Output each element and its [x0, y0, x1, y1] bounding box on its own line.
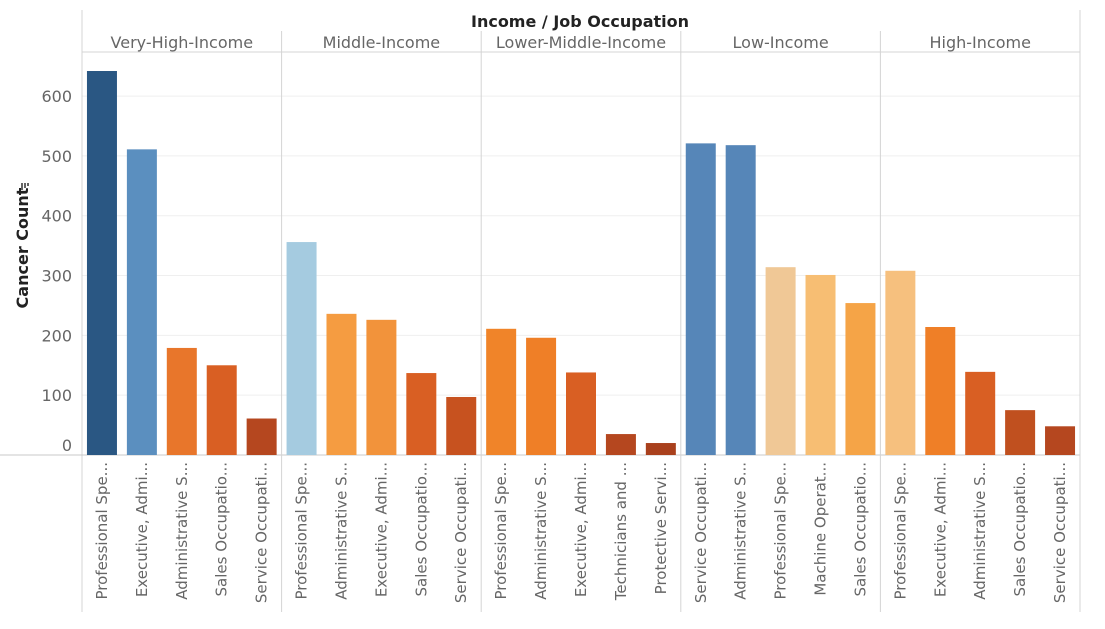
y-tick-label: 100: [41, 386, 72, 405]
x-tick-label: Executive, Admi...: [931, 462, 949, 597]
bar[interactable]: [526, 337, 557, 455]
bar[interactable]: [685, 143, 716, 455]
bar[interactable]: [126, 149, 157, 455]
panel-header: Very-High-Income: [111, 33, 254, 52]
bar[interactable]: [805, 274, 836, 455]
bar[interactable]: [605, 434, 636, 455]
bar[interactable]: [326, 313, 357, 455]
bar[interactable]: [645, 443, 676, 455]
bar[interactable]: [446, 396, 477, 455]
y-tick-label: 200: [41, 326, 72, 345]
x-tick-label: Professional Spe...: [293, 462, 311, 600]
bar[interactable]: [246, 418, 277, 455]
x-tick-label: Executive, Admi...: [572, 462, 590, 597]
bar[interactable]: [166, 347, 197, 455]
bar[interactable]: [765, 267, 796, 455]
x-tick-label: Protective Servi...: [652, 462, 670, 594]
bar[interactable]: [725, 145, 756, 456]
x-tick-label: Administrative S...: [732, 462, 750, 600]
x-tick-label: Service Occupati...: [692, 462, 710, 603]
x-tick-label: Professional Spe...: [772, 462, 790, 600]
x-tick-label: Administrative S...: [332, 462, 350, 600]
bar[interactable]: [1005, 410, 1036, 455]
x-tick-label: Professional Spe...: [891, 462, 909, 600]
bar[interactable]: [206, 365, 237, 455]
bar[interactable]: [366, 319, 397, 455]
sort-descending-icon[interactable]: [21, 183, 29, 190]
bar[interactable]: [845, 303, 876, 455]
x-tick-label: Administrative S...: [971, 462, 989, 600]
panel-header: High-Income: [929, 33, 1030, 52]
x-tick-label: Service Occupati...: [253, 462, 271, 603]
x-tick-label: Service Occupati...: [1051, 462, 1069, 603]
y-tick-label: 300: [41, 267, 72, 286]
bar[interactable]: [965, 371, 996, 455]
bar[interactable]: [566, 372, 596, 455]
y-tick-label: 600: [41, 87, 72, 106]
bar[interactable]: [406, 373, 437, 455]
x-tick-label: Professional Spe...: [492, 462, 510, 600]
x-tick-label: Service Occupati...: [452, 462, 470, 603]
x-tick-label: Sales Occupatio...: [213, 462, 231, 596]
bar[interactable]: [885, 270, 916, 455]
bar[interactable]: [86, 71, 117, 455]
x-tick-label: Executive, Admi...: [133, 462, 151, 597]
bar[interactable]: [925, 327, 956, 455]
x-tick-label: Administrative S...: [173, 462, 191, 600]
panel-header: Low-Income: [733, 33, 829, 52]
bar[interactable]: [286, 242, 317, 455]
panel-header: Lower-Middle-Income: [496, 33, 666, 52]
y-tick-label: 400: [41, 207, 72, 226]
x-tick-label: Sales Occupatio...: [412, 462, 430, 596]
panel-header: Middle-Income: [323, 33, 441, 52]
bar[interactable]: [486, 328, 517, 455]
x-tick-label: Administrative S...: [532, 462, 550, 600]
x-tick-label: Sales Occupatio...: [1011, 462, 1029, 596]
x-tick-label: Machine Operat...: [812, 462, 830, 596]
x-tick-label: Executive, Admi...: [372, 462, 390, 597]
x-tick-label: Technicians and ...: [612, 462, 630, 601]
chart-title: Income / Job Occupation: [471, 12, 689, 31]
y-axis-label: Cancer Count: [13, 187, 32, 308]
y-tick-label: 500: [41, 147, 72, 166]
bar[interactable]: [1045, 426, 1076, 455]
x-tick-label: Professional Spe...: [93, 462, 111, 600]
y-tick-label: 0: [62, 436, 72, 455]
x-tick-label: Sales Occupatio...: [851, 462, 869, 596]
